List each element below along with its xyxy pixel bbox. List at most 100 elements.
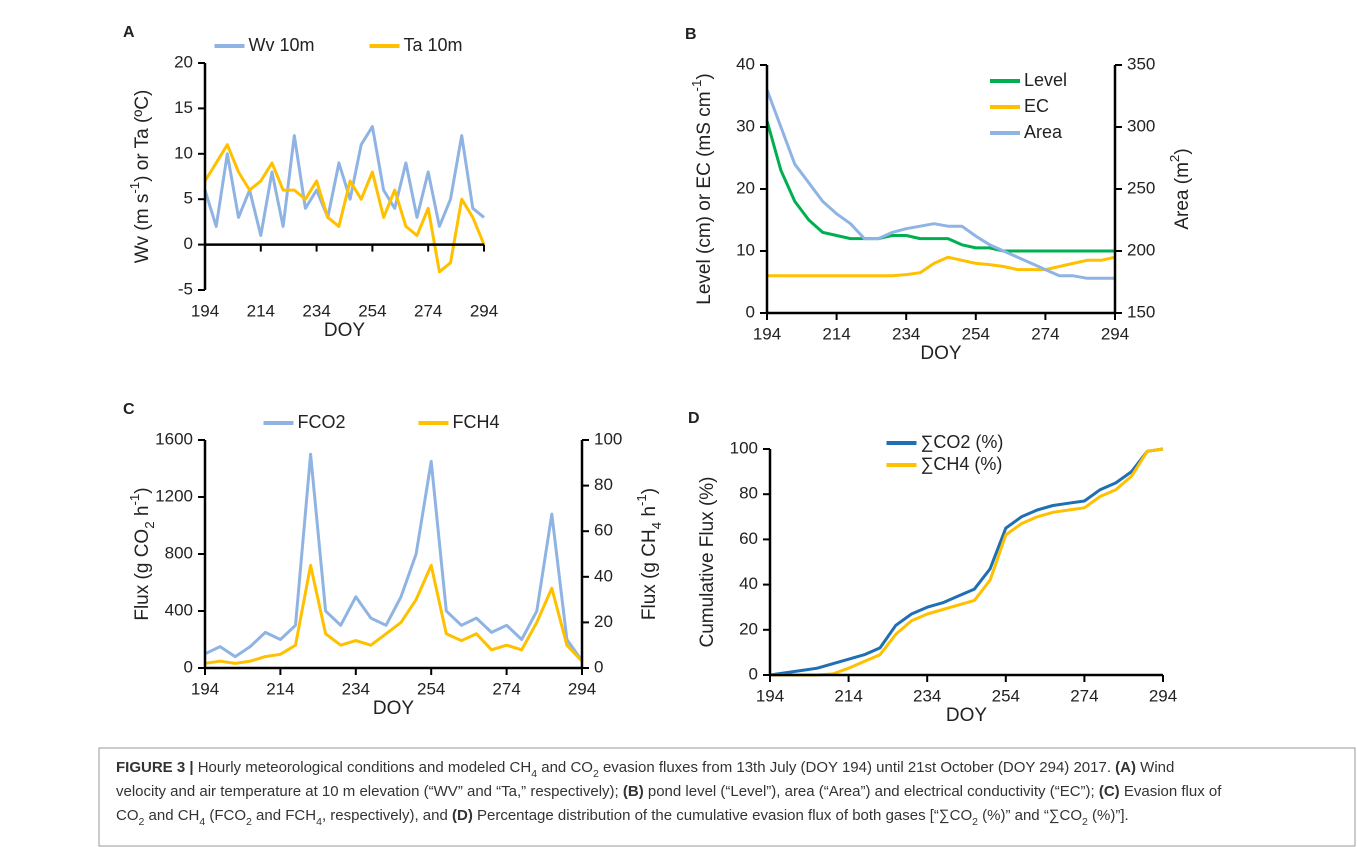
panel-label: C <box>123 401 135 418</box>
y-axis-label-run: -1 <box>127 494 142 506</box>
caption-line-run: 4 <box>531 768 537 780</box>
panel-label: B <box>685 26 697 43</box>
caption-line: CO2 and CH4 (FCO2 and FCH4, respectively… <box>116 807 1129 828</box>
series-line <box>767 255 1116 278</box>
caption-line-run: Percentage distribution of the cumulativ… <box>473 807 972 824</box>
caption-line-run: velocity and air temperature at 10 m ele… <box>116 783 623 800</box>
caption-line-run: FIGURE 3 | <box>116 759 194 776</box>
caption-line-run: (B) <box>623 783 644 800</box>
caption-line-run: 2 <box>139 816 145 828</box>
caption-line-run: Evasion flux of <box>1120 783 1223 800</box>
y2-tick-label: 100 <box>594 429 622 448</box>
x-tick-label: 214 <box>822 324 850 343</box>
y-axis-label-run: ) or Ta (ºC) <box>132 90 153 182</box>
y-tick-label: 40 <box>739 574 758 593</box>
y-tick-label: 60 <box>739 529 758 548</box>
y2-tick-label: 150 <box>1127 302 1155 321</box>
x-tick-label: 274 <box>492 679 520 698</box>
series-line <box>765 120 1115 253</box>
x-axis-label-run: DOY <box>324 320 366 341</box>
y-axis-label-run: ) <box>132 487 153 493</box>
y-tick-label: 0 <box>184 234 193 253</box>
caption-line-run: and CH <box>144 807 199 824</box>
x-tick-label: 294 <box>1101 324 1129 343</box>
y-axis-label-run: Wv (m s <box>132 194 153 264</box>
y-tick-label: 20 <box>174 52 193 71</box>
y-tick-label: 5 <box>184 189 193 208</box>
y2-axis-label: Flux (g CH4 h-1) <box>634 488 664 620</box>
caption-line-run: 2 <box>246 816 252 828</box>
y2-tick-label: 350 <box>1127 54 1155 73</box>
x-tick-label: 294 <box>568 679 596 698</box>
y-tick-label: 1200 <box>155 486 193 505</box>
caption-line-run: 2 <box>593 768 599 780</box>
y2-tick-label: 250 <box>1127 178 1155 197</box>
y-tick-label: 0 <box>746 302 755 321</box>
y-tick-label: 800 <box>165 543 193 562</box>
y2-axis-label-run: -1 <box>634 494 649 506</box>
y2-tick-label: 20 <box>594 612 613 631</box>
caption-line-run: (C) <box>1099 783 1120 800</box>
x-axis-label-run: DOY <box>373 698 415 719</box>
y-tick-label: -5 <box>178 279 193 298</box>
y-axis-label-run: Level (cm) or EC (mS cm <box>694 91 715 304</box>
legend-label: ∑CH4 (%) <box>921 454 1003 474</box>
series-line <box>203 125 485 237</box>
x-tick-label: 194 <box>753 324 781 343</box>
series-line <box>770 447 1164 677</box>
y-tick-label: 20 <box>736 178 755 197</box>
caption-line-run: (D) <box>452 807 473 824</box>
caption-line-run: , respectively), and <box>322 807 452 824</box>
caption-box <box>98 747 1356 847</box>
x-tick-label: 194 <box>191 679 219 698</box>
x-axis-label-run: DOY <box>946 705 988 726</box>
y2-tick-label: 40 <box>594 566 613 585</box>
y-axis-label-run: -1 <box>689 80 704 92</box>
x-axis-label-run: DOY <box>920 343 962 364</box>
caption-line-run: 2 <box>972 816 978 828</box>
panel-label: A <box>123 24 135 41</box>
x-tick-label: 274 <box>414 301 442 320</box>
caption-line-run: 4 <box>316 816 322 828</box>
y-axis-label-run: h <box>132 506 153 522</box>
y-axis-label-run: Cumulative Flux (%) <box>697 476 718 647</box>
legend-label: Ta 10m <box>404 35 463 55</box>
y2-axis-label-run: 2 <box>1167 155 1182 162</box>
x-tick-label: 254 <box>417 679 445 698</box>
caption-line-run: and CO <box>537 759 593 776</box>
y-tick-label: 30 <box>736 116 755 135</box>
y2-axis-label-run: 4 <box>649 522 664 529</box>
legend-label: ∑CO2 (%) <box>921 432 1004 452</box>
y-tick-label: 15 <box>174 98 193 117</box>
x-tick-label: 234 <box>302 301 330 320</box>
x-tick-label: 234 <box>913 686 941 705</box>
caption-line-run: evasion fluxes from 13th July (DOY 194) … <box>599 759 1115 776</box>
x-tick-label: 254 <box>992 686 1020 705</box>
caption-line: FIGURE 3 | Hourly meteorological conditi… <box>116 759 1174 780</box>
x-tick-label: 194 <box>756 686 784 705</box>
x-tick-label: 214 <box>247 301 275 320</box>
y-tick-label: 80 <box>739 484 758 503</box>
y-tick-label: 0 <box>184 657 193 676</box>
legend-label: Level <box>1024 70 1067 90</box>
caption-line-run: pond level (“Level”), area (“Area”) and … <box>644 783 1099 800</box>
series-line <box>765 89 1115 280</box>
y-tick-label: 20 <box>739 619 758 638</box>
y2-axis-label-run: Flux (g CH <box>639 529 660 620</box>
x-tick-label: 194 <box>191 301 219 320</box>
y-tick-label: 40 <box>736 54 755 73</box>
y-axis-label-run: ) <box>694 73 715 79</box>
y2-axis-label-run: ) <box>1172 148 1193 154</box>
legend-label: Wv 10m <box>249 35 315 55</box>
x-tick-label: 254 <box>962 324 990 343</box>
y2-tick-label: 80 <box>594 475 613 494</box>
caption-line-run: 4 <box>199 816 205 828</box>
x-tick-label: 214 <box>266 679 294 698</box>
caption-line-run: (FCO <box>205 807 246 824</box>
legend-label: FCH4 <box>453 412 500 432</box>
x-tick-label: 214 <box>834 686 862 705</box>
y-axis-label: Flux (g CO2 h-1) <box>127 487 157 620</box>
caption-line-run: Hourly meteorological conditions and mod… <box>194 759 532 776</box>
panel-label: D <box>688 410 700 427</box>
